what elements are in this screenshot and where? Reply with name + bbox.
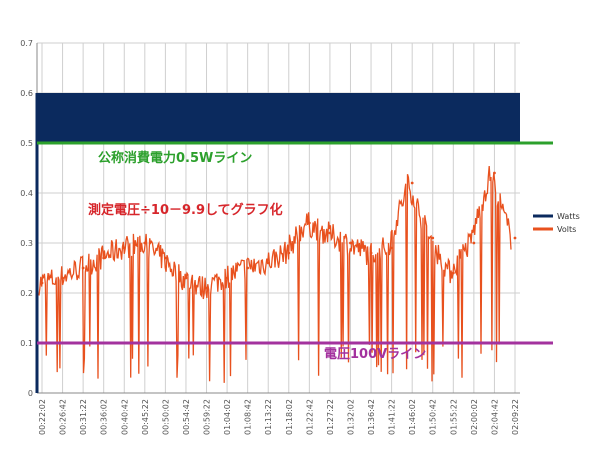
y-tick-label: 0.6 bbox=[20, 89, 33, 98]
x-tick-label: 02:09:22 bbox=[511, 399, 520, 435]
x-tick-label: 00:45:22 bbox=[141, 399, 150, 435]
x-tick-label: 00:54:42 bbox=[182, 399, 191, 435]
y-tick-label: 0 bbox=[28, 389, 33, 398]
volts-point bbox=[287, 251, 291, 255]
reference-lines bbox=[37, 141, 553, 345]
volts-point bbox=[122, 246, 126, 250]
volts-point bbox=[349, 241, 352, 245]
volts-point bbox=[451, 271, 455, 275]
volts-point bbox=[369, 251, 373, 255]
x-tick-label: 00:36:02 bbox=[100, 399, 109, 435]
volts-point bbox=[102, 256, 106, 260]
volts-point bbox=[513, 236, 517, 240]
x-tick-label: 01:08:42 bbox=[244, 399, 253, 435]
volts-point bbox=[266, 261, 270, 265]
x-tick-label: 02:04:42 bbox=[490, 399, 499, 435]
volts-point bbox=[143, 241, 147, 245]
legend: Watts Volts bbox=[533, 212, 580, 234]
x-tick-label: 00:31:22 bbox=[79, 399, 88, 435]
volts-point bbox=[390, 246, 394, 250]
x-tick-label: 01:50:42 bbox=[429, 399, 438, 435]
y-tick-label: 0.3 bbox=[20, 239, 33, 248]
volts-point bbox=[184, 276, 188, 280]
volts-point bbox=[205, 286, 208, 290]
x-tick-labels: 00:22:02 00:26:42 00:31:22 00:36:02 00:40:42… bbox=[38, 399, 520, 435]
nominal-line-label: 公称消費電力0.5Wライン bbox=[98, 150, 252, 166]
volts-point bbox=[410, 181, 414, 185]
x-tick-label: 01:36:42 bbox=[367, 399, 376, 435]
y-tick-labels: 0 0.1 0.2 0.3 0.4 0.5 0.6 0.7 bbox=[20, 39, 33, 398]
y-tick-label: 0.7 bbox=[20, 39, 33, 48]
volts-point bbox=[81, 266, 85, 270]
volts-point bbox=[61, 276, 64, 280]
volts-point bbox=[307, 221, 311, 225]
volts-point bbox=[40, 281, 44, 285]
y-tick-label: 0.2 bbox=[20, 289, 33, 298]
volts-point bbox=[472, 241, 476, 245]
x-tick-label: 01:55:22 bbox=[449, 399, 458, 435]
x-tick-label: 02:00:02 bbox=[470, 399, 479, 435]
y-tick-label: 0.1 bbox=[20, 339, 33, 348]
x-tick-label: 00:40:42 bbox=[120, 399, 129, 435]
watts-band bbox=[37, 93, 520, 143]
volts-point bbox=[431, 236, 435, 240]
x-tick-label: 00:50:02 bbox=[161, 399, 170, 435]
y-tick-label: 0.5 bbox=[20, 139, 33, 148]
volts-point bbox=[328, 231, 332, 235]
volts-point bbox=[225, 276, 229, 280]
x-tick-label: 01:04:02 bbox=[223, 399, 232, 435]
x-tick-label: 01:41:22 bbox=[388, 399, 397, 435]
volts-point bbox=[246, 266, 250, 270]
x-tick-label: 01:27:22 bbox=[326, 399, 335, 435]
volts-series bbox=[38, 166, 517, 383]
x-tick-label: 00:26:42 bbox=[59, 399, 68, 435]
voltage-line-label: 電圧100Vライン bbox=[324, 347, 426, 362]
y-tick-label: 0.4 bbox=[20, 189, 33, 198]
legend-label-watts: Watts bbox=[557, 212, 580, 221]
volts-note-label: 測定電圧÷10－9.9してグラフ化 bbox=[88, 202, 283, 218]
volts-point bbox=[163, 256, 167, 260]
x-tick-label: 00:22:02 bbox=[38, 399, 47, 435]
volts-point bbox=[493, 171, 496, 175]
x-tick-label: 01:18:02 bbox=[285, 399, 294, 435]
x-tick-label: 00:59:22 bbox=[203, 399, 212, 435]
x-tick-label: 01:22:42 bbox=[305, 399, 314, 435]
legend-label-volts: Volts bbox=[557, 225, 576, 234]
x-tick-label: 01:32:02 bbox=[346, 399, 355, 435]
x-tick-label: 01:13:22 bbox=[264, 399, 273, 435]
volts-line bbox=[38, 166, 512, 383]
x-tick-label: 01:46:02 bbox=[408, 399, 417, 435]
